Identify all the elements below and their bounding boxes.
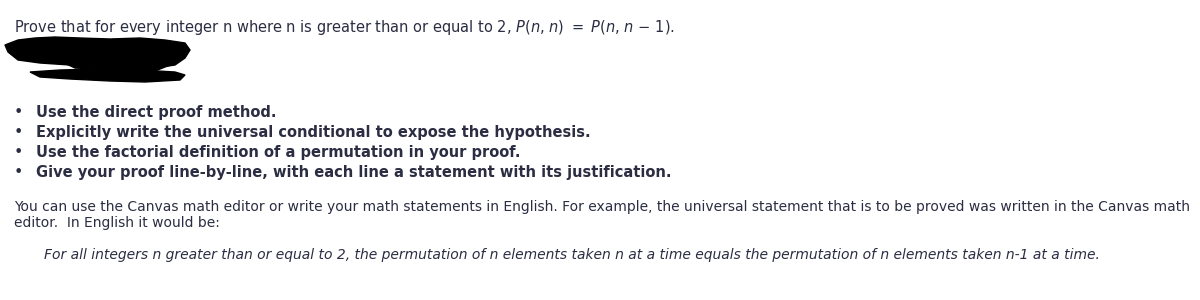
Text: •: • [14, 145, 23, 160]
Text: editor.  In English it would be:: editor. In English it would be: [14, 216, 220, 230]
Polygon shape [5, 37, 190, 68]
Text: •: • [14, 165, 23, 180]
Polygon shape [60, 59, 170, 71]
Polygon shape [14, 54, 110, 64]
Text: Prove that for every integer n where n is greater than or equal to 2, $\mathit{P: Prove that for every integer n where n i… [14, 18, 674, 37]
Text: Explicitly write the universal conditional to expose the hypothesis.: Explicitly write the universal condition… [36, 125, 590, 140]
Text: For all integers n greater than or equal to 2, the permutation of n elements tak: For all integers n greater than or equal… [44, 248, 1100, 262]
Polygon shape [30, 69, 185, 82]
Text: •: • [14, 125, 23, 140]
Text: Give your proof line-by-line, with each line a statement with its justification.: Give your proof line-by-line, with each … [36, 165, 672, 180]
Text: Use the direct proof method.: Use the direct proof method. [36, 105, 276, 120]
Text: •: • [14, 105, 23, 120]
Text: You can use the Canvas math editor or write your math statements in English. For: You can use the Canvas math editor or wr… [14, 200, 1190, 214]
Text: Use the factorial definition of a permutation in your proof.: Use the factorial definition of a permut… [36, 145, 521, 160]
